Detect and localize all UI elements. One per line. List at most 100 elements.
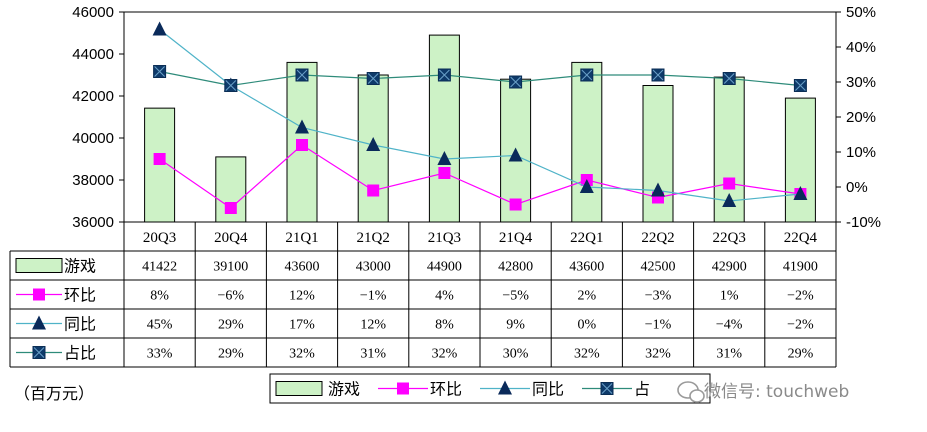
table-cell: 29% bbox=[788, 347, 814, 362]
marker-cross bbox=[723, 73, 735, 84]
marker bbox=[295, 119, 309, 134]
marker bbox=[224, 202, 237, 214]
table-cell: 41900 bbox=[783, 260, 818, 275]
table-cell: −4% bbox=[716, 318, 743, 333]
data-table: 20Q3 20Q4 21Q1 21Q2 21Q3 21Q4 22Q1 22Q2 22Q3 22Q4… bbox=[9, 221, 837, 368]
left-tick-label: 46000 bbox=[72, 4, 114, 21]
legend-label: 同比 bbox=[532, 380, 564, 399]
wechat-bubble-small bbox=[689, 389, 705, 403]
watermark-text: 微信号: touchweb bbox=[704, 382, 849, 402]
table-cell: 31% bbox=[360, 347, 386, 362]
right-tick-label: 10% bbox=[846, 144, 876, 161]
legend: 游戏 环比 同比 占 bbox=[269, 373, 711, 404]
table-cell: 41422 bbox=[142, 260, 177, 275]
bar bbox=[428, 34, 460, 223]
series-line bbox=[159, 29, 801, 202]
right-tick-label: -10% bbox=[846, 214, 881, 231]
table-cell: −2% bbox=[787, 318, 814, 333]
table-cell: 4% bbox=[435, 289, 454, 304]
series-占比 bbox=[153, 65, 807, 92]
watermark: 微信号: touchweb bbox=[677, 381, 849, 403]
legend-key-marker bbox=[498, 380, 512, 395]
axes: 36000 38000 40000 42000 44000 46000 -10% 0% 10% 2… bbox=[72, 4, 881, 231]
marker-cross bbox=[296, 69, 308, 81]
table-cell: 8% bbox=[150, 289, 169, 304]
marker bbox=[509, 198, 522, 211]
left-tick-label: 42000 bbox=[72, 88, 114, 105]
bar bbox=[144, 107, 176, 223]
marker bbox=[366, 137, 381, 151]
marker bbox=[296, 139, 308, 151]
table-cell: 1% bbox=[720, 289, 739, 304]
category-label: 22Q3 bbox=[713, 230, 746, 246]
marker-cross bbox=[367, 73, 379, 84]
table-cell: 31% bbox=[716, 347, 742, 362]
table-cell: −5% bbox=[502, 289, 529, 304]
table-cell: 32% bbox=[432, 347, 458, 362]
marker bbox=[152, 21, 167, 36]
table-cell: 32% bbox=[574, 347, 600, 362]
legend-key bbox=[275, 381, 323, 396]
left-tick-label: 44000 bbox=[72, 46, 114, 63]
marker bbox=[793, 186, 808, 200]
table-cell: 33% bbox=[147, 347, 173, 362]
table-cell: 42900 bbox=[712, 260, 747, 275]
series-line bbox=[159, 144, 801, 209]
category-label: 21Q1 bbox=[285, 230, 318, 246]
table-cell: 39100 bbox=[213, 260, 248, 275]
series-line bbox=[159, 70, 801, 87]
legend-label: 游戏 bbox=[328, 380, 360, 399]
row-key-marker bbox=[33, 288, 45, 301]
table-cell: 12% bbox=[289, 289, 315, 304]
row-name: 环比 bbox=[64, 286, 96, 305]
row-name: 占比 bbox=[64, 344, 96, 363]
table-cell: 0% bbox=[577, 318, 596, 333]
table-cell: 45% bbox=[147, 318, 173, 333]
table-cell: 17% bbox=[289, 318, 315, 333]
marker-cross bbox=[510, 76, 521, 88]
right-tick-label: 0% bbox=[846, 179, 868, 196]
table-cell: −6% bbox=[218, 289, 245, 304]
marker-cross bbox=[154, 66, 165, 77]
table-cell: −1% bbox=[360, 289, 387, 304]
legend-label: 占 bbox=[634, 380, 650, 399]
marker bbox=[32, 315, 46, 330]
table-cell: 9% bbox=[506, 318, 525, 333]
row-key-marker bbox=[32, 315, 46, 330]
table-cell: 8% bbox=[435, 318, 454, 333]
category-label: 20Q4 bbox=[214, 230, 248, 246]
table-cell: 32% bbox=[289, 347, 315, 362]
marker-cross bbox=[439, 69, 450, 81]
table-cell: −1% bbox=[645, 318, 672, 333]
right-tick-label: 50% bbox=[846, 4, 876, 21]
legend-key-marker bbox=[397, 382, 409, 395]
category-label: 21Q3 bbox=[428, 230, 461, 246]
bar bbox=[784, 97, 816, 223]
legend-key-marker bbox=[600, 382, 614, 395]
table-cell: 30% bbox=[503, 347, 529, 362]
legend-label: 环比 bbox=[430, 380, 462, 399]
marker bbox=[508, 147, 523, 162]
left-tick-label: 40000 bbox=[72, 130, 114, 147]
table-cell: 44900 bbox=[427, 260, 462, 275]
marker bbox=[498, 380, 512, 395]
marker bbox=[722, 193, 737, 207]
table-cell: 29% bbox=[218, 347, 244, 362]
unit-label: （百万元） bbox=[14, 384, 94, 403]
marker bbox=[579, 179, 594, 193]
table-cell: −2% bbox=[787, 289, 814, 304]
marker-cross bbox=[652, 69, 664, 81]
marker bbox=[438, 167, 451, 179]
table-cell: −3% bbox=[645, 289, 672, 304]
row-name: 同比 bbox=[64, 315, 96, 334]
marker bbox=[397, 382, 409, 395]
right-tick-label: 30% bbox=[846, 74, 876, 91]
table-cell: 42500 bbox=[641, 260, 676, 275]
marker bbox=[367, 184, 380, 197]
category-label: 21Q4 bbox=[499, 230, 533, 246]
series-环比 bbox=[153, 139, 807, 214]
marker-cross bbox=[601, 383, 613, 394]
table-cell: 43600 bbox=[569, 260, 604, 275]
bar-series bbox=[144, 34, 816, 223]
marker-cross bbox=[225, 80, 237, 91]
